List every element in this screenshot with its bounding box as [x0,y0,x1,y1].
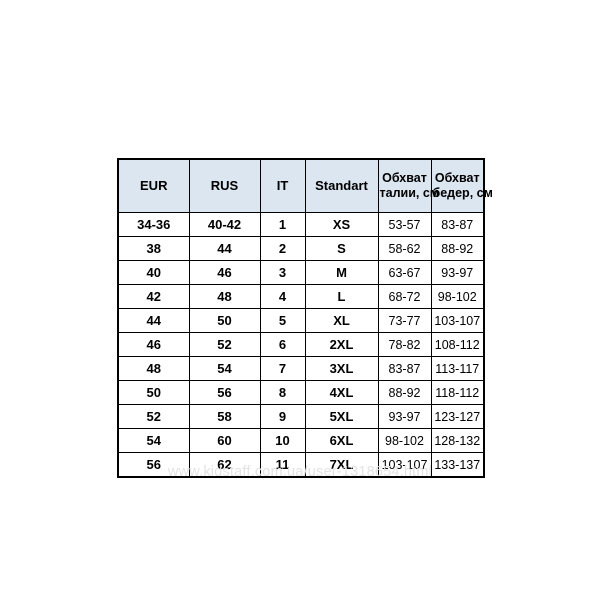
table-row: 42 48 4 L 68-72 98-102 [117,284,485,309]
column-header-hips: Обхват бедер, см [430,158,493,213]
cell-rus: 50 [188,308,261,333]
cell-eur: 38 [117,236,190,261]
cell-rus: 62 [188,452,261,478]
cell-waist: 73-77 [377,308,432,333]
table-row: 34-36 40-42 1 XS 53-57 83-87 [117,212,485,237]
cell-waist: 58-62 [377,236,432,261]
cell-rus: 60 [188,428,261,453]
column-header-line: EUR [140,178,168,194]
table-header-row: EUR RUS IT Standart Обхват талии, см Обхват бед… [117,158,493,213]
cell-standart: 6XL [304,428,379,453]
cell-standart: L [304,284,379,309]
cell-eur: 40 [117,260,190,285]
cell-hips: 128-132 [430,428,485,453]
table-row: 50 56 8 4XL 88-92 118-112 [117,380,485,405]
table-row: 38 44 2 S 58-62 88-92 [117,236,485,261]
column-header-line: RUS [210,178,239,194]
watermark-text: www.kidstaff.com.ua/user-1318654.html [167,464,433,480]
cell-it: 6 [259,332,306,357]
cell-hips: 113-117 [430,356,485,381]
cell-hips: 133-137 [430,452,485,478]
table-row: 52 58 9 5XL 93-97 123-127 [117,404,485,429]
cell-it: 4 [259,284,306,309]
cell-standart: S [304,236,379,261]
cell-standart: 2XL [304,332,379,357]
cell-waist: 88-92 [377,380,432,405]
cell-eur: 46 [117,332,190,357]
table-row: 44 50 5 XL 73-77 103-107 [117,308,485,333]
cell-waist: 78-82 [377,332,432,357]
table-body: 34-36 40-42 1 XS 53-57 83-87 38 44 2 S 58-62 88-92 4… [117,212,485,478]
cell-it: 1 [259,212,306,237]
column-header-line: Standart [315,178,368,194]
cell-eur: 34-36 [117,212,190,237]
table-row: 40 46 3 M 63-67 93-97 [117,260,485,285]
column-header-line: Обхват [434,171,480,186]
table-header: EUR RUS IT Standart Обхват талии, см Обхват бед… [117,158,493,213]
cell-eur: 48 [117,356,190,381]
cell-rus: 40-42 [188,212,261,237]
column-header-line: Обхват [382,171,427,186]
cell-hips: 83-87 [430,212,485,237]
size-chart-table-container: EUR RUS IT Standart Обхват талии, см Обхват бед… [117,158,493,478]
cell-waist: 93-97 [377,404,432,429]
cell-it: 5 [259,308,306,333]
cell-rus: 58 [188,404,261,429]
cell-waist: 63-67 [377,260,432,285]
cell-waist: 98-102 [377,428,432,453]
cell-eur: 42 [117,284,190,309]
cell-rus: 48 [188,284,261,309]
table-row: 48 54 7 3XL 83-87 113-117 [117,356,485,381]
cell-rus: 54 [188,356,261,381]
cell-standart: 5XL [304,404,379,429]
cell-it: 9 [259,404,306,429]
table-row: 54 60 10 6XL 98-102 128-132 [117,428,485,453]
column-header-line: бедер, см [432,186,493,200]
cell-waist: 83-87 [377,356,432,381]
column-header-rus: RUS [188,158,261,213]
cell-hips: 88-92 [430,236,485,261]
size-chart-table: EUR RUS IT Standart Обхват талии, см Обхват бед… [117,158,493,478]
cell-eur: 44 [117,308,190,333]
cell-hips: 93-97 [430,260,485,285]
cell-rus: 46 [188,260,261,285]
table-row: 46 52 6 2XL 78-82 108-112 [117,332,485,357]
cell-hips: 108-112 [430,332,485,357]
cell-standart: M [304,260,379,285]
cell-hips: 103-107 [430,308,485,333]
table-row: 56 62 11 7XL 103-107 133-137 [117,452,485,478]
column-header-standart: Standart [304,158,379,213]
cell-standart: 3XL [304,356,379,381]
cell-waist: 53-57 [377,212,432,237]
column-header-line: IT [276,178,289,194]
cell-standart: 7XL [304,452,379,478]
cell-hips: 123-127 [430,404,485,429]
column-header-line: талии, см [379,186,440,200]
cell-it: 3 [259,260,306,285]
cell-eur: 56 [117,452,190,478]
cell-standart: XS [304,212,379,237]
cell-rus: 52 [188,332,261,357]
column-header-it: IT [259,158,306,213]
cell-eur: 52 [117,404,190,429]
cell-hips: 118-112 [430,380,485,405]
cell-rus: 44 [188,236,261,261]
cell-it: 7 [259,356,306,381]
cell-it: 10 [259,428,306,453]
cell-eur: 50 [117,380,190,405]
cell-it: 2 [259,236,306,261]
cell-eur: 54 [117,428,190,453]
cell-it: 8 [259,380,306,405]
column-header-waist: Обхват талии, см [377,158,440,213]
cell-rus: 56 [188,380,261,405]
cell-standart: XL [304,308,379,333]
column-header-eur: EUR [117,158,190,213]
cell-waist: 68-72 [377,284,432,309]
cell-hips: 98-102 [430,284,485,309]
cell-standart: 4XL [304,380,379,405]
